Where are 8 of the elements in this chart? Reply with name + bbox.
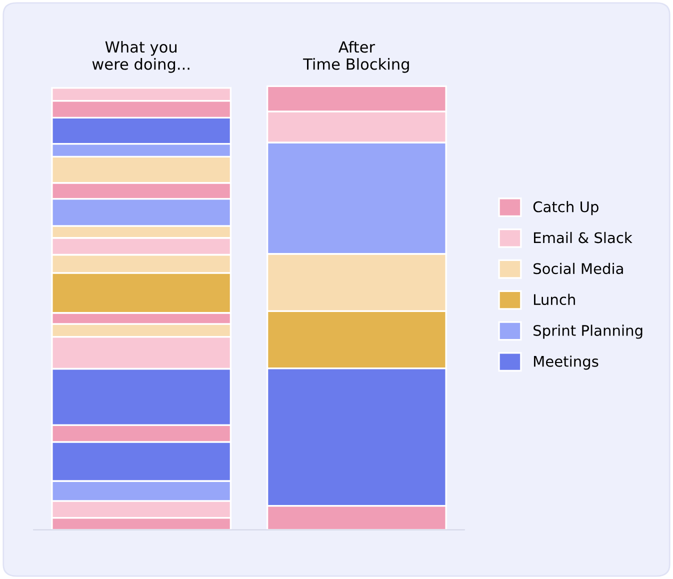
x-tick-label: After Time Blocking bbox=[303, 40, 409, 73]
legend-label: Catch Up bbox=[533, 201, 598, 216]
legend-label: Sprint Planning bbox=[534, 324, 642, 339]
legend-label: Social Media bbox=[534, 262, 623, 274]
x-tick-label: What you were doing... bbox=[92, 40, 190, 73]
legend-label: Email & Slack bbox=[534, 232, 632, 244]
legend-label: Meetings bbox=[534, 356, 598, 370]
legend-label: Lunch bbox=[534, 294, 575, 306]
